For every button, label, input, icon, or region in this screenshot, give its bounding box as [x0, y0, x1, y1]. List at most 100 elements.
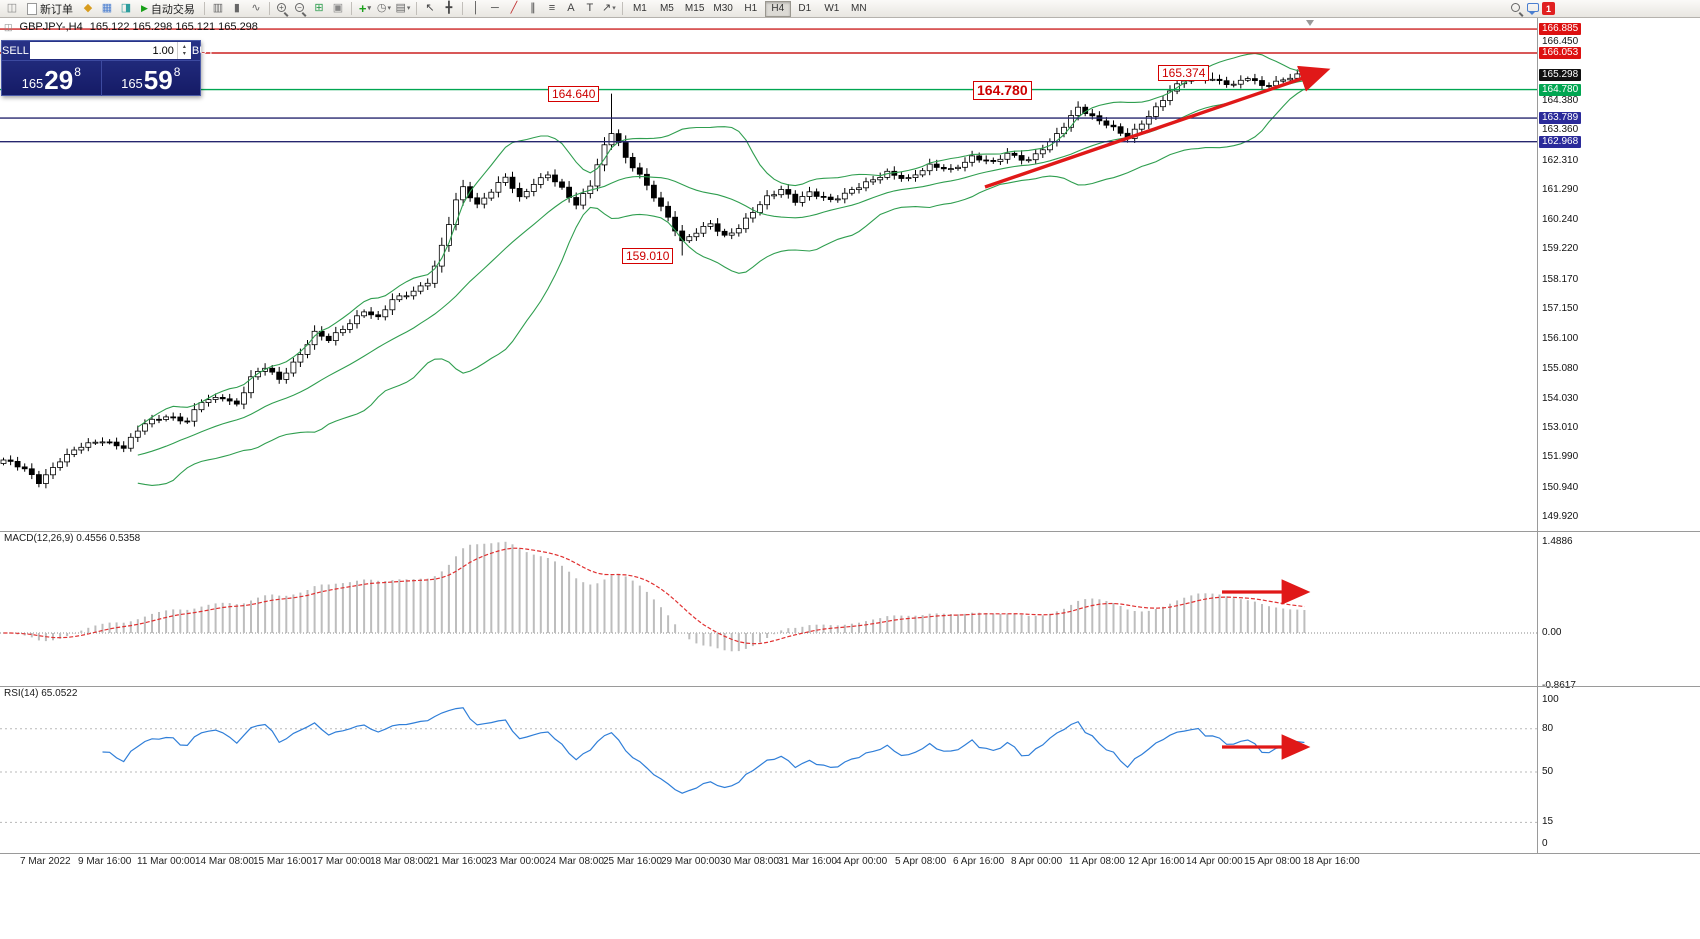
autotrading-button[interactable]: ▶ 自动交易 [136, 1, 200, 16]
time-axis-label: 14 Apr 00:00 [1186, 856, 1243, 867]
panel-separator[interactable] [0, 686, 1700, 687]
time-axis-label: 17 Mar 00:00 [312, 856, 371, 867]
timeframe-m15[interactable]: M15 [684, 3, 705, 14]
search-icon[interactable] [1508, 1, 1525, 16]
dropdown-arrow-icon: ▾ [367, 5, 371, 12]
sell-price-pips: 29 [44, 65, 74, 95]
toolbar: ◫ 新订单 ◆ ▦ ◨ ▶ 自动交易 ▥ ▮ ∿ + − ⊞ ▣ + ▾ ◷ ▾ ▤ ▾ ↖ ╋ │ ─ ╱ ∥ ≡ A T ↗ ▾ M1 M5… [0, 0, 1700, 18]
page-icon [27, 2, 37, 15]
market-watch-icon[interactable]: ▦ [101, 2, 113, 14]
timeframe-h4[interactable]: H4 [764, 0, 791, 17]
price-tag: 164.780 [1539, 84, 1582, 96]
price-tag: 166.053 [1539, 47, 1582, 59]
rsi-axis-label: 80 [1542, 723, 1554, 734]
chat-icon[interactable] [1526, 1, 1541, 16]
text-icon[interactable]: A [567, 2, 575, 14]
toolbar-separator [415, 2, 417, 15]
macd-chart[interactable] [0, 531, 1537, 686]
time-axis-label: 9 Mar 16:00 [78, 856, 132, 867]
timeframe-mn[interactable]: MN [851, 3, 867, 14]
price-axis-label: 162.310 [1542, 155, 1579, 166]
time-axis: 7 Mar 2022 9 Mar 16:00 11 Mar 00:00 14 Mar … [0, 854, 1700, 870]
arrows-icon[interactable]: ↗ ▾ [602, 2, 616, 14]
timeframe-d1[interactable]: D1 [798, 3, 812, 14]
sign-glyph: − [297, 2, 302, 12]
sell-button[interactable]: SELL [2, 44, 29, 57]
tile-windows-icon[interactable]: ⊞ [314, 2, 324, 14]
macd-axis-label: 0.00 [1542, 627, 1562, 638]
price-axis-label: 150.940 [1542, 482, 1579, 493]
templates-icon[interactable]: ▤ ▾ [395, 2, 411, 14]
dropdown-arrow-icon: ▾ [612, 5, 616, 12]
bar-chart-icon[interactable]: ▥ [212, 2, 224, 14]
time-axis-label: 4 Apr 00:00 [836, 856, 888, 867]
spin-down-icon[interactable]: ▾ [182, 50, 186, 57]
price-axis-label: 160.240 [1542, 214, 1579, 225]
toolbox-icon[interactable]: ◆ [83, 2, 93, 14]
time-axis-label: 5 Apr 08:00 [895, 856, 947, 867]
candlestick-chart[interactable] [0, 18, 1537, 531]
spin-up-icon[interactable]: ▴ [182, 43, 186, 50]
main-chart-panel[interactable]: ◫ GBPJPY-,H4 165.122 165.298 165.121 165… [0, 18, 1537, 531]
chart-window-icon[interactable]: ◫ [6, 2, 18, 14]
one-click-divider [100, 61, 102, 96]
sell-price-big: 165 [21, 76, 44, 91]
time-axis-label: 6 Apr 16:00 [953, 856, 1005, 867]
sell-price[interactable]: 165 29 8 [2, 61, 101, 96]
equidistant-channel-icon[interactable]: ∥ [530, 2, 536, 14]
timeframe-m1[interactable]: M1 [632, 3, 647, 14]
timeframe-h1[interactable]: H1 [744, 3, 758, 14]
line-chart-icon[interactable]: ∿ [251, 2, 261, 14]
rsi-chart[interactable] [0, 686, 1537, 853]
indicators-add-icon[interactable]: + ▾ [358, 1, 371, 16]
timeframe-m5[interactable]: M5 [659, 3, 674, 14]
toolbar-separator [461, 2, 463, 15]
buy-button[interactable]: BUY [191, 44, 215, 57]
timeframe-m30[interactable]: M30 [713, 3, 733, 14]
new-order-button-label: 新订单 [40, 3, 73, 16]
rsi-panel[interactable]: RSI(14) 65.0522 [0, 686, 1537, 853]
price-axis-label: 166.450 [1542, 36, 1579, 47]
zoom-in-icon[interactable]: + [274, 1, 291, 16]
time-axis-label: 25 Mar 16:00 [603, 856, 662, 867]
periods-icon[interactable]: ◷ ▾ [376, 2, 391, 14]
time-axis-label: 24 Mar 08:00 [545, 856, 604, 867]
time-axis-label: 7 Mar 2022 [20, 856, 71, 867]
candlestick-chart-icon[interactable]: ▮ [233, 2, 240, 14]
zoom-out-icon[interactable]: − [292, 1, 309, 16]
buy-price-pips: 59 [143, 65, 173, 95]
arrange-windows-icon[interactable]: ▣ [332, 2, 344, 14]
time-axis-label: 11 Mar 00:00 [137, 856, 196, 867]
chart-mini-icon: ◫ [4, 21, 13, 32]
price-axis-label: 153.010 [1542, 422, 1579, 433]
macd-panel[interactable]: MACD(12,26,9) 0.4556 0.5358 [0, 531, 1537, 686]
volume-spinner[interactable]: ▴ ▾ [176, 42, 191, 59]
new-order-button[interactable]: 新订单 [22, 1, 78, 16]
panel-separator[interactable] [0, 531, 1700, 532]
timeframe-w1[interactable]: W1 [824, 3, 840, 14]
data-window-icon[interactable]: ◨ [120, 2, 132, 14]
trendline-icon[interactable]: ╱ [510, 2, 518, 14]
time-axis-label: 11 Apr 08:00 [1069, 856, 1125, 867]
time-axis-label: 23 Mar 00:00 [486, 856, 545, 867]
price-axis-label: 155.080 [1542, 363, 1579, 374]
price-axis-label: 161.290 [1542, 184, 1579, 195]
buy-price[interactable]: 165 59 8 [102, 61, 201, 96]
symbol-name: GBPJPY-,H4 [19, 21, 83, 33]
notification-badge[interactable]: 1 [1542, 2, 1555, 15]
price-axis-label: 158.170 [1542, 274, 1579, 285]
price-annotation: 165.374 [1158, 65, 1210, 81]
volume-input[interactable] [29, 42, 177, 59]
crosshair-icon[interactable]: ╋ [445, 2, 453, 14]
sell-price-sup: 8 [74, 65, 81, 79]
time-axis-label: 15 Mar 16:00 [253, 856, 312, 867]
price-axis: 166.885 166.450 166.053 165.298 164.780 164.3… [1538, 18, 1700, 853]
toolbar-separator [621, 2, 623, 15]
horizontal-line-icon[interactable]: ─ [491, 2, 499, 14]
time-axis-label: 21 Mar 16:00 [428, 856, 487, 867]
vertical-line-icon[interactable]: │ [472, 2, 480, 14]
cursor-icon[interactable]: ↖ [425, 2, 435, 14]
fibonacci-icon[interactable]: ≡ [548, 2, 556, 14]
price-tag: 166.885 [1539, 23, 1582, 35]
label-icon[interactable]: T [586, 2, 594, 14]
